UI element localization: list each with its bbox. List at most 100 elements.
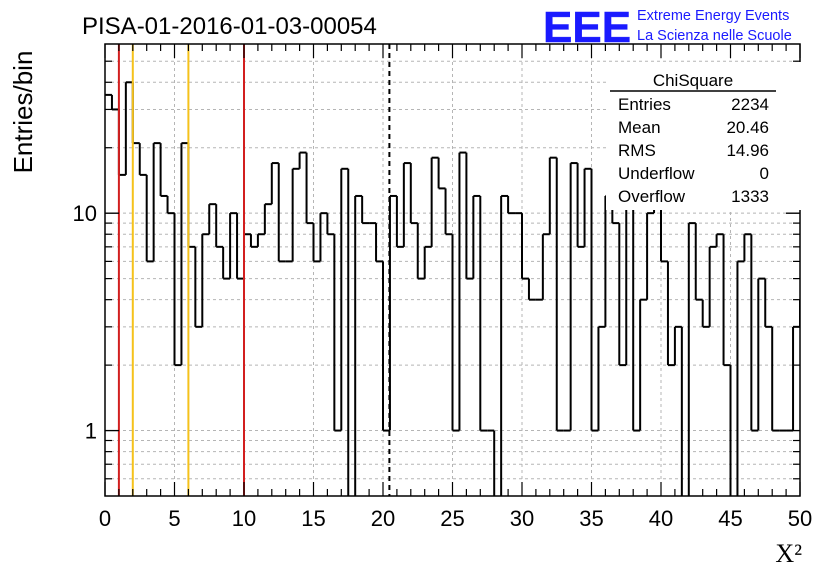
- histogram-bin: [340, 167, 349, 431]
- histogram-bin: [500, 194, 509, 496]
- histogram-bin: [277, 163, 286, 263]
- histogram-bin: [375, 223, 383, 263]
- histogram-bin: [256, 233, 265, 247]
- eee-logo: EEE Extreme Energy Events La Scienza nel…: [543, 3, 792, 53]
- histogram-bin: [402, 162, 411, 247]
- histogram-bin: [249, 234, 258, 248]
- stats-box: ChiSquare Entries 2234 Mean 20.46 RMS 14…: [606, 62, 802, 210]
- histogram-bin: [187, 143, 196, 248]
- histogram-bin: [229, 212, 238, 279]
- histogram-bin: [750, 234, 759, 432]
- histogram-bin: [173, 213, 182, 367]
- histogram-bin: [166, 195, 175, 215]
- histogram-bin: [807, 196, 814, 300]
- histogram-bin: [298, 151, 307, 169]
- histogram-bin: [792, 325, 800, 431]
- histogram-bin: [361, 195, 370, 225]
- histogram-bin: [632, 195, 641, 432]
- stats-value-entries: 2234: [731, 95, 769, 114]
- stats-label-entries: Entries: [618, 95, 671, 114]
- histogram-bin: [430, 156, 439, 247]
- histogram-bin: [736, 260, 745, 496]
- stats-label-rms: RMS: [618, 141, 656, 160]
- histogram-bin: [215, 204, 224, 248]
- histogram-bin: [722, 234, 731, 367]
- histogram-bin: [715, 233, 724, 247]
- histogram-bin: [458, 151, 467, 431]
- x-tick-label: 50: [788, 506, 812, 531]
- histogram-bin: [145, 174, 154, 263]
- histogram-bin: [521, 213, 529, 280]
- histogram-bin: [131, 82, 140, 145]
- histogram-bin: [743, 233, 752, 262]
- histogram-bin: [673, 325, 682, 366]
- threshold-lines: [117, 44, 391, 496]
- stats-value-mean: 20.46: [726, 118, 769, 137]
- histogram-bin: [493, 430, 496, 496]
- stats-label-mean: Mean: [618, 118, 661, 137]
- histogram-bin: [110, 94, 119, 111]
- histogram-bin: [757, 277, 766, 431]
- histogram-bin: [319, 212, 328, 262]
- histogram-bin: [541, 233, 550, 300]
- x-tick-label: 40: [649, 506, 673, 531]
- x-tick-label: 5: [168, 506, 180, 531]
- histogram-bin: [382, 261, 390, 432]
- y-tick-label: 1: [85, 419, 97, 444]
- histogram-bin: [555, 157, 564, 432]
- histogram-bin: [701, 299, 710, 328]
- histogram-bin: [597, 325, 606, 431]
- stats-value-overflow: 1333: [731, 187, 769, 206]
- x-tick-label: 30: [510, 506, 534, 531]
- histogram-bin: [270, 162, 279, 205]
- stats-value-rms: 14.96: [726, 141, 769, 160]
- histogram-bin: [117, 109, 126, 176]
- chart-title: PISA-01-2016-01-03-00054: [82, 13, 377, 40]
- histogram-bin: [764, 278, 773, 328]
- histogram-bin: [451, 234, 460, 432]
- histogram-bin: [680, 326, 683, 496]
- histogram-bin: [152, 142, 161, 262]
- histogram-bin: [687, 222, 696, 496]
- histogram-bin: [625, 194, 634, 366]
- histogram-bin: [576, 163, 585, 248]
- histogram-bin: [472, 194, 481, 279]
- stats-box-bg: [606, 62, 802, 210]
- x-tick-label: 0: [99, 506, 111, 531]
- histogram-bin: [548, 156, 557, 235]
- histogram-bin: [291, 167, 300, 262]
- histogram-bin: [263, 203, 272, 235]
- histogram-bin: [569, 162, 578, 431]
- histogram-bin: [354, 194, 363, 496]
- histogram-bin: [799, 299, 800, 327]
- histogram-bin: [618, 223, 627, 367]
- histogram-bin: [333, 234, 342, 432]
- y-axis-label: Entries/bin: [8, 51, 38, 174]
- x-tick-label: 10: [232, 506, 256, 531]
- stats-label-overflow: Overflow: [618, 187, 686, 206]
- histogram-bin: [416, 223, 425, 280]
- histogram-bin: [646, 212, 655, 300]
- histogram-bin: [208, 203, 217, 235]
- histogram-bin: [694, 223, 703, 301]
- histogram-bin: [326, 213, 335, 236]
- axes: 0 5 10 15 20 25 30 35 40 45 50 1 10: [73, 43, 812, 531]
- histogram-bin: [583, 167, 592, 247]
- histogram-bin: [222, 246, 231, 280]
- x-tick-label: 15: [301, 506, 325, 531]
- stats-label-underflow: Underflow: [618, 164, 695, 183]
- logo-line-1: Extreme Energy Events: [637, 8, 789, 24]
- histogram-bin: [347, 168, 350, 496]
- histogram-bin: [423, 245, 432, 279]
- histogram-bin: [201, 233, 210, 327]
- histogram-bin: [708, 245, 717, 327]
- stats-title: ChiSquare: [653, 71, 733, 90]
- histogram-bin: [312, 223, 321, 263]
- histogram-bin: [138, 143, 147, 176]
- x-tick-label: 20: [371, 506, 395, 531]
- histogram-bin: [666, 261, 675, 367]
- histogram-bin: [639, 298, 648, 431]
- histogram-bin: [507, 195, 516, 215]
- histogram-bin: [395, 195, 404, 248]
